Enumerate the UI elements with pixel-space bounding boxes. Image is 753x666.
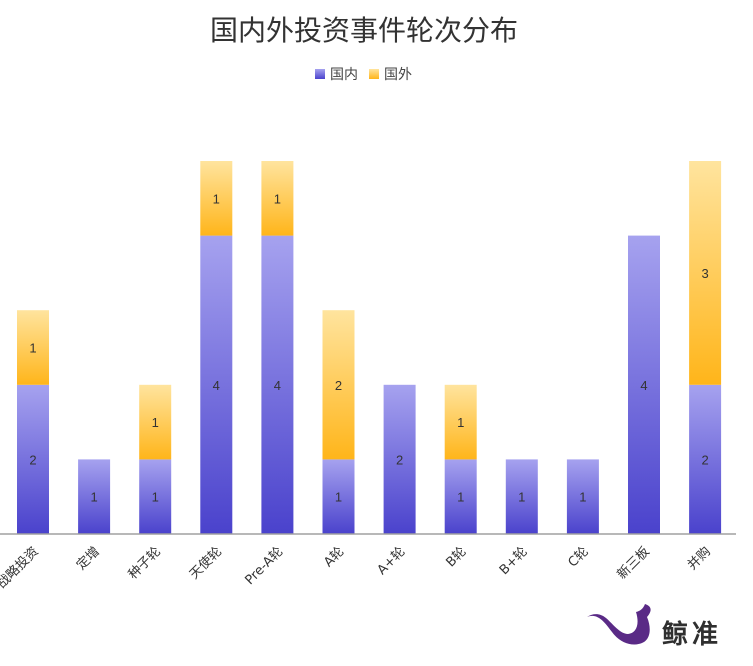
x-tick-label-5: A轮 <box>321 544 347 570</box>
data-label-domestic-0: 2 <box>29 452 36 467</box>
bar-domestic-6 <box>383 384 416 534</box>
bar-domestic-8 <box>505 459 538 534</box>
chart-title: 国内外投资事件轮次分布 <box>210 14 518 47</box>
brand-name: 鲸准 <box>662 619 722 650</box>
legend-swatch-domestic <box>315 69 325 79</box>
data-label-foreign-2: 1 <box>152 415 159 430</box>
bar-foreign-11 <box>689 161 722 385</box>
bar-group <box>17 161 722 534</box>
data-label-foreign-5: 2 <box>335 378 342 393</box>
x-tick-label-7: B轮 <box>443 544 469 570</box>
data-label-domestic-7: 1 <box>457 490 464 505</box>
bar-domestic-10 <box>628 235 660 534</box>
x-tick-label-4: Pre-A轮 <box>242 544 286 588</box>
x-tick-label-2: 种子轮 <box>126 544 164 582</box>
x-tick-label-9: C轮 <box>566 544 592 570</box>
data-label-foreign-3: 1 <box>213 191 220 206</box>
bar-foreign-3 <box>200 161 233 236</box>
legend: 国内 国外 <box>315 67 412 83</box>
data-label-foreign-11: 3 <box>701 266 708 281</box>
data-label-foreign-7: 1 <box>457 415 464 430</box>
x-tick-label-3: 天使轮 <box>186 544 225 583</box>
bar-domestic-3 <box>200 235 233 534</box>
data-label-foreign-4: 1 <box>274 191 281 206</box>
bar-domestic-2 <box>139 459 172 534</box>
data-label-domestic-5: 1 <box>335 490 342 505</box>
bar-domestic-1 <box>78 459 111 534</box>
bar-foreign-0 <box>17 310 49 385</box>
data-label-domestic-4: 4 <box>274 378 281 393</box>
bar-domestic-0 <box>17 384 49 534</box>
brand-logo: 鲸准 <box>587 604 722 650</box>
legend-label-foreign: 国外 <box>384 67 412 83</box>
data-label-domestic-1: 1 <box>90 490 97 505</box>
bar-domestic-9 <box>566 459 599 534</box>
x-tick-labels: 战略投资 定增 种子轮 天使轮 Pre-A轮 A轮 A+轮 B轮 B+轮 C轮 新三板 并购 <box>0 544 714 592</box>
legend-swatch-foreign <box>369 69 379 79</box>
data-label-foreign-0: 1 <box>29 341 36 356</box>
bar-foreign-4 <box>261 161 294 236</box>
data-label-domestic-11: 2 <box>701 452 708 467</box>
data-label-domestic-3: 4 <box>213 378 220 393</box>
whale-icon <box>587 604 651 645</box>
bar-foreign-2 <box>139 384 172 460</box>
data-label-domestic-8: 1 <box>518 490 525 505</box>
x-tick-label-1: 定增 <box>74 544 103 573</box>
data-label-domestic-6: 2 <box>396 452 403 467</box>
bar-domestic-11 <box>689 384 722 534</box>
x-tick-label-10: 新三板 <box>614 544 653 583</box>
data-label-domestic-10: 4 <box>640 378 647 393</box>
data-label-domestic-9: 1 <box>579 490 586 505</box>
x-tick-label-0: 战略投资 <box>0 544 42 592</box>
x-tick-label-11: 并购 <box>684 544 714 574</box>
bar-domestic-5 <box>322 459 355 534</box>
x-tick-label-6: A+轮 <box>375 544 409 578</box>
x-tick-label-8: B+轮 <box>497 544 531 578</box>
bar-foreign-5 <box>322 310 355 460</box>
bar-domestic-4 <box>261 235 294 534</box>
bar-domestic-7 <box>444 459 477 534</box>
bar-foreign-7 <box>444 384 477 460</box>
data-label-group: 2 1 1 1 1 4 1 4 1 1 2 2 1 1 1 1 4 2 3 <box>29 191 708 504</box>
legend-label-domestic: 国内 <box>330 67 358 83</box>
data-label-domestic-2: 1 <box>152 490 159 505</box>
